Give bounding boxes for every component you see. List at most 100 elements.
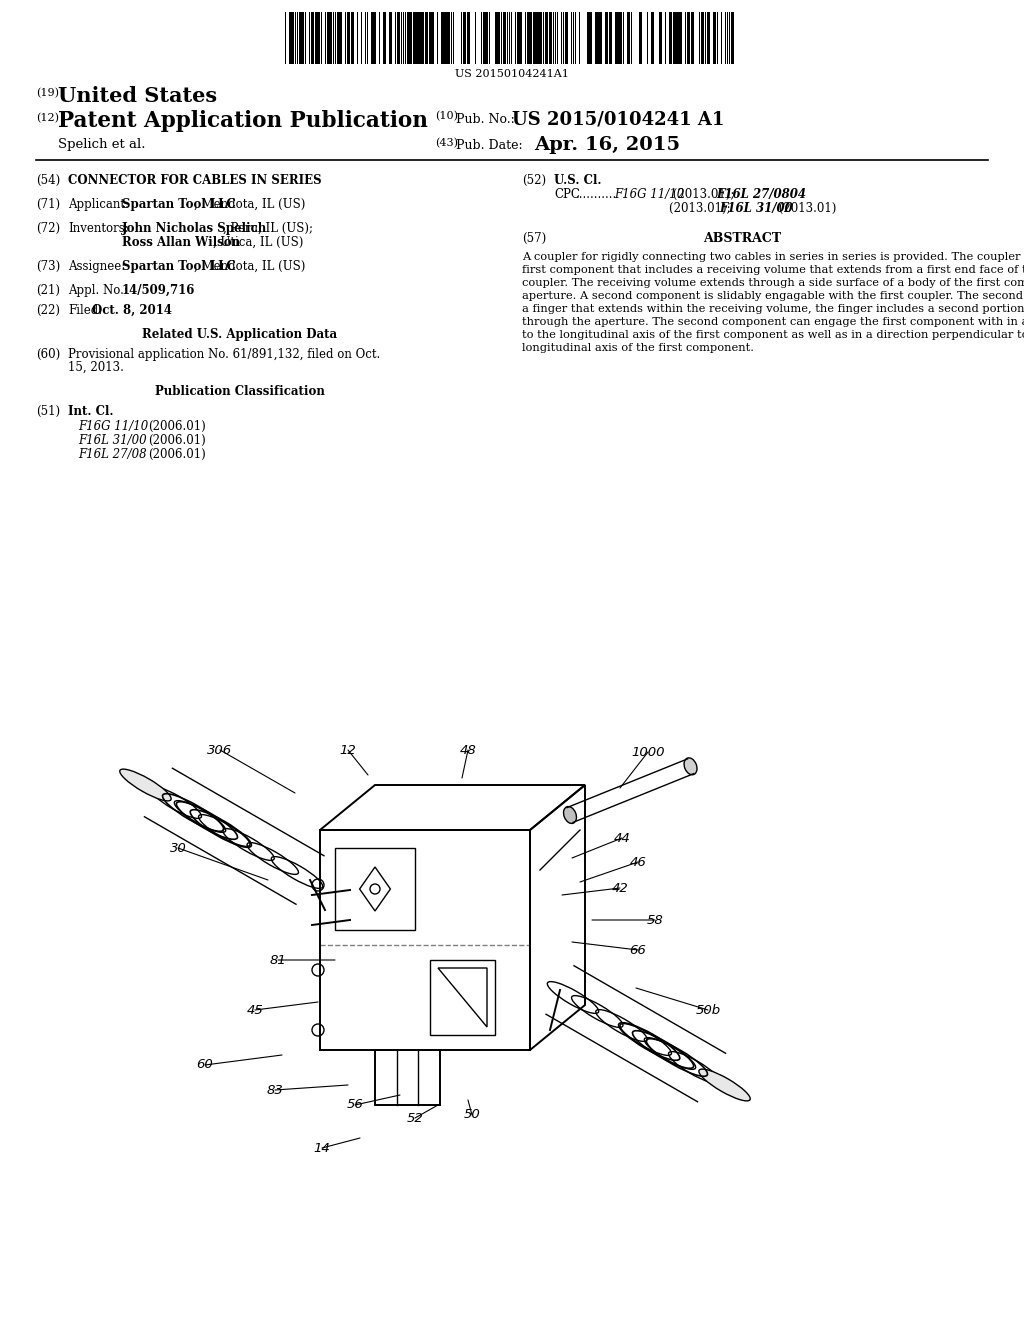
Bar	[537, 12, 539, 63]
Text: 58: 58	[646, 913, 664, 927]
Bar	[421, 12, 424, 63]
Bar	[615, 12, 617, 63]
Text: through the aperture. The second component can engage the first component with i: through the aperture. The second compone…	[522, 317, 1024, 327]
Text: (2013.01): (2013.01)	[775, 202, 837, 215]
Bar	[415, 12, 417, 63]
Bar	[337, 12, 339, 63]
Text: F16L 31/00: F16L 31/00	[719, 202, 793, 215]
Text: 60: 60	[197, 1059, 213, 1072]
Text: (54): (54)	[36, 174, 60, 187]
Text: 66: 66	[630, 944, 646, 957]
Text: 52: 52	[407, 1111, 423, 1125]
Text: Inventors:: Inventors:	[68, 222, 129, 235]
Text: ...........: ...........	[575, 187, 617, 201]
Bar	[371, 12, 373, 63]
Text: (2006.01): (2006.01)	[148, 434, 206, 447]
Bar	[299, 12, 301, 63]
Bar	[595, 12, 597, 63]
Text: 50: 50	[464, 1109, 480, 1122]
Text: US 20150104241A1: US 20150104241A1	[455, 69, 569, 79]
Bar	[417, 12, 419, 63]
Text: 50b: 50b	[695, 1003, 721, 1016]
Text: CPC: CPC	[554, 187, 580, 201]
Bar	[639, 12, 641, 63]
Bar	[675, 12, 677, 63]
Bar	[545, 12, 548, 63]
Bar	[419, 12, 421, 63]
Text: Patent Application Publication: Patent Application Publication	[58, 110, 428, 132]
Text: (2006.01): (2006.01)	[148, 420, 206, 433]
Bar	[483, 12, 485, 63]
Text: , Peru, IL (US);: , Peru, IL (US);	[223, 222, 313, 235]
Text: (2006.01): (2006.01)	[148, 447, 206, 461]
Text: (73): (73)	[36, 260, 60, 273]
Text: A coupler for rigidly connecting two cables in series in series is provided. The: A coupler for rigidly connecting two cab…	[522, 252, 1024, 261]
Text: 1000: 1000	[631, 746, 665, 759]
Bar	[389, 12, 391, 63]
Text: 48: 48	[460, 743, 476, 756]
Text: 15, 2013.: 15, 2013.	[68, 360, 124, 374]
Bar	[539, 12, 541, 63]
Text: CONNECTOR FOR CABLES IN SERIES: CONNECTOR FOR CABLES IN SERIES	[68, 174, 322, 187]
Bar	[599, 12, 601, 63]
Bar	[497, 12, 499, 63]
Text: United States: United States	[58, 86, 217, 106]
Bar	[301, 12, 303, 63]
Text: US 2015/0104241 A1: US 2015/0104241 A1	[512, 110, 724, 128]
Text: (72): (72)	[36, 222, 60, 235]
Ellipse shape	[120, 770, 171, 801]
Text: 56: 56	[347, 1098, 364, 1111]
Bar	[535, 12, 537, 63]
Text: 42: 42	[611, 882, 629, 895]
Text: 44: 44	[613, 832, 631, 845]
Bar	[407, 12, 409, 63]
Bar	[605, 12, 608, 63]
Text: (71): (71)	[36, 198, 60, 211]
Bar	[441, 12, 443, 63]
Bar	[339, 12, 341, 63]
Bar	[485, 12, 488, 63]
Text: (57): (57)	[522, 232, 546, 246]
Text: coupler. The receiving volume extends through a side surface of a body of the fi: coupler. The receiving volume extends th…	[522, 279, 1024, 288]
Bar	[409, 12, 411, 63]
Text: 14: 14	[313, 1142, 331, 1155]
Text: (2013.01);: (2013.01);	[669, 187, 738, 201]
Bar	[701, 12, 705, 63]
Bar	[447, 12, 449, 63]
Text: Publication Classification: Publication Classification	[155, 385, 325, 399]
Bar	[327, 12, 329, 63]
Text: F16G 11/10: F16G 11/10	[614, 187, 684, 201]
Bar	[651, 12, 653, 63]
Text: , Utica, IL (US): , Utica, IL (US)	[213, 236, 303, 249]
Text: 46: 46	[630, 855, 646, 869]
Bar	[519, 12, 522, 63]
Text: 45: 45	[247, 1003, 263, 1016]
Bar	[617, 12, 618, 63]
Bar	[329, 12, 331, 63]
Text: Filed:: Filed:	[68, 304, 102, 317]
Bar	[587, 12, 589, 63]
Text: Related U.S. Application Data: Related U.S. Application Data	[142, 327, 338, 341]
Bar	[351, 12, 353, 63]
Text: (19): (19)	[36, 88, 59, 98]
Text: ABSTRACT: ABSTRACT	[702, 232, 781, 246]
Bar	[311, 12, 314, 63]
Bar	[731, 12, 734, 63]
Text: Spelich et al.: Spelich et al.	[58, 139, 145, 150]
Text: Int. Cl.: Int. Cl.	[68, 405, 114, 418]
Bar	[429, 12, 431, 63]
Bar	[618, 12, 621, 63]
Text: Spartan Tool LLC: Spartan Tool LLC	[122, 198, 236, 211]
Text: (2013.01);: (2013.01);	[669, 202, 734, 215]
Bar	[534, 12, 535, 63]
Text: longitudinal axis of the first component.: longitudinal axis of the first component…	[522, 343, 754, 352]
Text: (43): (43)	[435, 139, 458, 148]
Bar	[529, 12, 532, 63]
Bar	[467, 12, 469, 63]
Bar	[713, 12, 716, 63]
Bar	[317, 12, 319, 63]
Text: , Mendota, IL (US): , Mendota, IL (US)	[194, 260, 305, 273]
Bar	[315, 12, 317, 63]
Bar	[425, 12, 427, 63]
Ellipse shape	[563, 807, 577, 824]
